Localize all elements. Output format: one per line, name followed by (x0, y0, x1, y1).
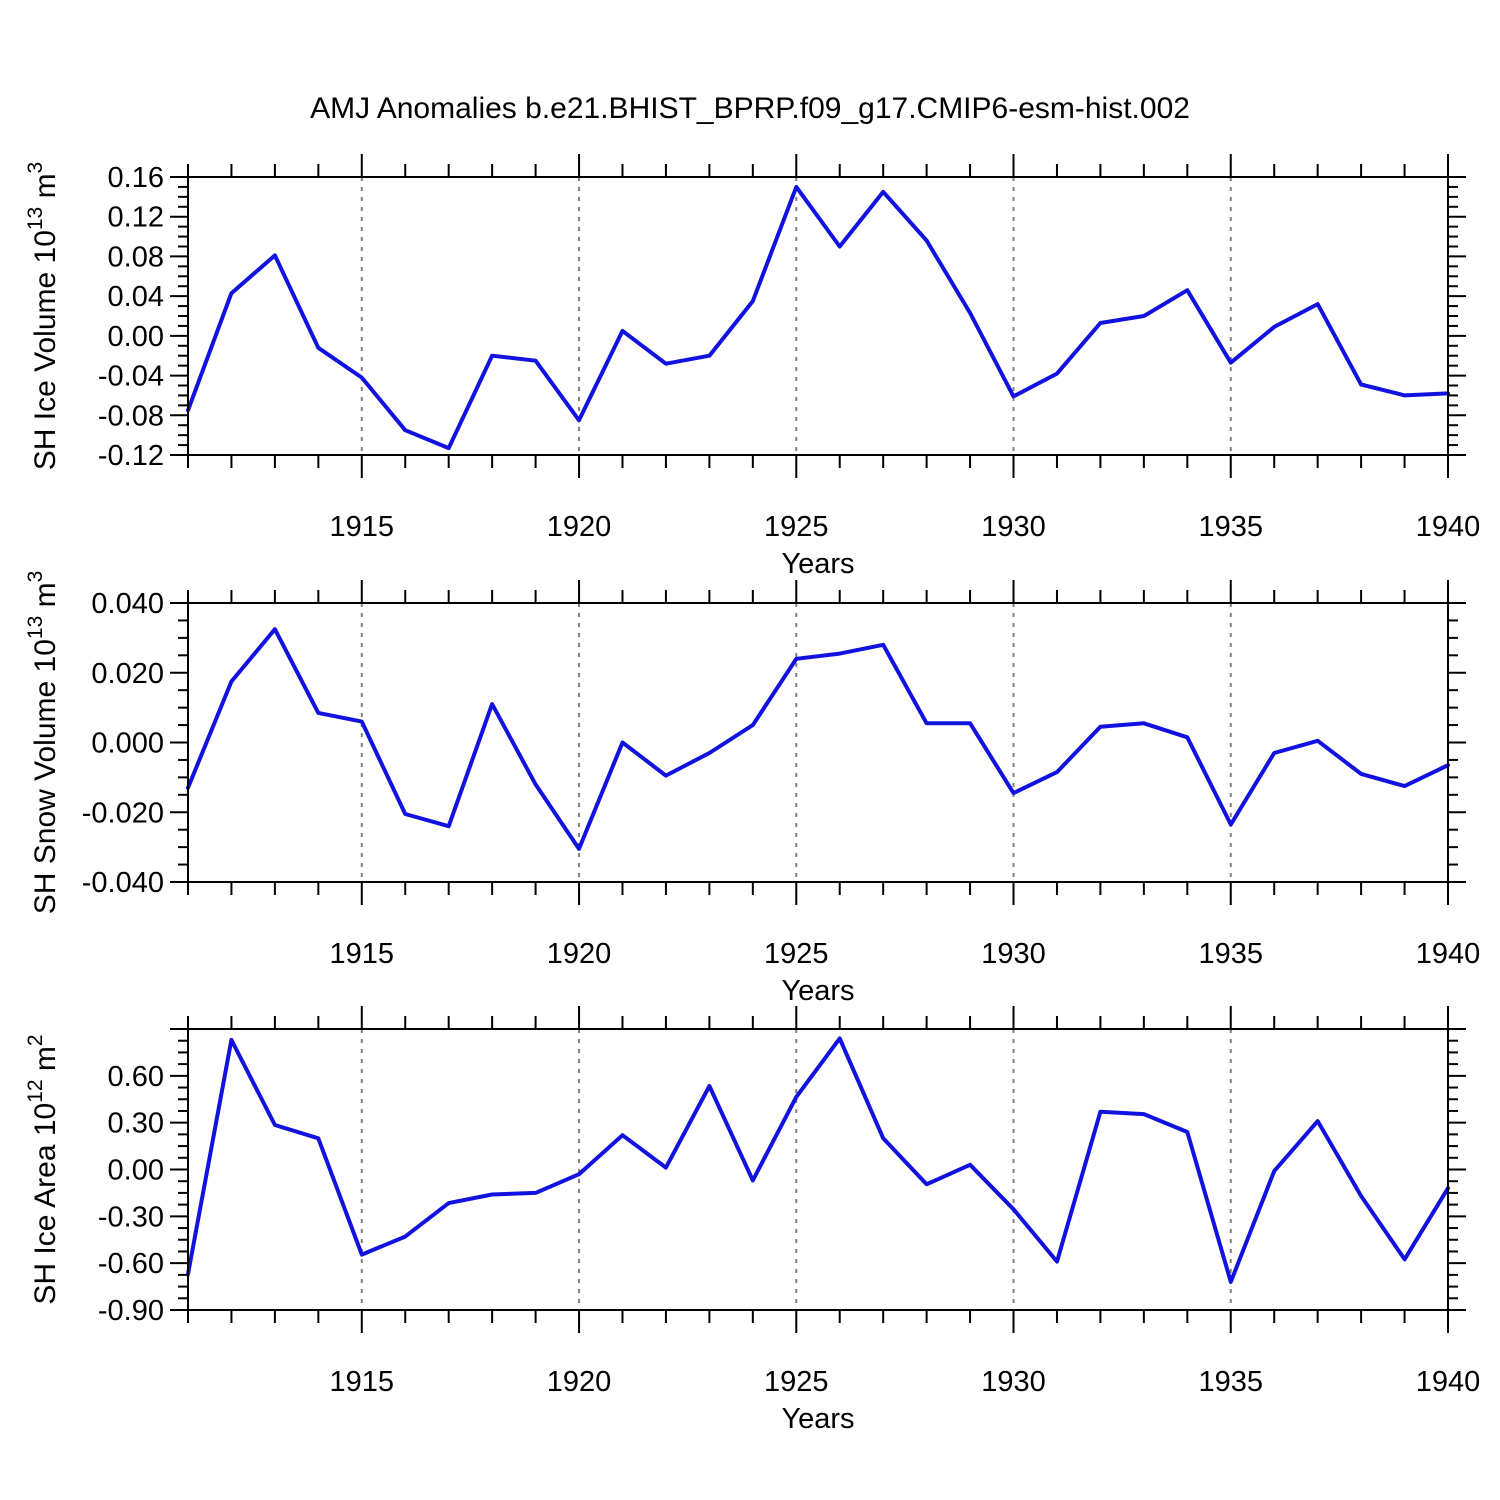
x-tick-label: 1915 (330, 938, 395, 970)
plot-frame (187, 1028, 1449, 1311)
y-tick-label: 0.020 (91, 658, 164, 690)
y-tick-label: 0.08 (108, 241, 164, 273)
y-tick-label: 0.12 (108, 202, 164, 234)
y-tick-label: 0.30 (108, 1108, 164, 1140)
x-tick-label: 1930 (981, 938, 1046, 970)
y-tick-label: -0.30 (98, 1201, 164, 1233)
y-tick-label: -0.90 (98, 1295, 164, 1327)
y-tick-label: -0.08 (98, 400, 164, 432)
x-tick-label: 1935 (1199, 1366, 1264, 1398)
y-axis-title: SH Ice Volume 1013 m3 (24, 162, 62, 471)
x-axis-title: Years (781, 975, 854, 1007)
y-tick-label: 0.60 (108, 1061, 164, 1093)
y-tick-label: 0.00 (108, 321, 164, 353)
x-tick-label: 1920 (547, 938, 612, 970)
x-tick-label: 1930 (981, 511, 1046, 543)
x-tick-label: 1925 (764, 1366, 829, 1398)
x-tick-label: 1925 (764, 511, 829, 543)
x-tick-label: 1935 (1199, 938, 1264, 970)
data-line-sh-ice-volume (186, 184, 1450, 451)
y-tick-label: 0.04 (108, 281, 164, 313)
x-tick-label: 1920 (547, 1366, 612, 1398)
x-axis-title: Years (781, 1403, 854, 1435)
data-line-sh-ice-area (186, 1036, 1450, 1284)
x-tick-label: 1940 (1416, 511, 1481, 543)
panel-sh-snow-volume: 0.040 0.020 0.000 -0.020 -0.040 1915 1920 1925 1… (24, 571, 1480, 1007)
y-tick-label: -0.04 (98, 361, 164, 393)
x-tick-label: 1940 (1416, 1366, 1481, 1398)
y-tick-label: 0.000 (91, 728, 164, 760)
chart-title: AMJ Anomalies b.e21.BHIST_BPRP.f09_g17.C… (310, 92, 1190, 125)
plot-frame (187, 602, 1449, 883)
y-tick-label: 0.00 (108, 1155, 164, 1187)
x-tick-label: 1940 (1416, 938, 1481, 970)
y-tick-label: -0.020 (82, 797, 164, 829)
x-tick-label: 1915 (330, 511, 395, 543)
x-tick-label: 1920 (547, 511, 612, 543)
x-tick-label: 1935 (1199, 511, 1264, 543)
y-tick-label: 0.16 (108, 162, 164, 194)
panel-sh-ice-volume: 0.16 0.12 0.08 0.04 0.00 -0.04 -0.08 -0.12 1915 1… (24, 154, 1480, 580)
x-tick-label: 1930 (981, 1366, 1046, 1398)
y-tick-label: -0.12 (98, 440, 164, 472)
y-axis-title: SH Snow Volume 1013 m3 (24, 571, 62, 915)
x-tick-label: 1915 (330, 1366, 395, 1398)
panel-sh-ice-area: 0.60 0.30 0.00 -0.30 -0.60 -0.90 1915 1920 1925 1… (24, 1006, 1480, 1435)
y-tick-label: -0.60 (98, 1248, 164, 1280)
x-axis-title: Years (781, 548, 854, 580)
data-line-sh-snow-volume (186, 627, 1450, 851)
x-tick-label: 1925 (764, 938, 829, 970)
y-axis-title: SH Ice Area 1012 m2 (24, 1034, 62, 1304)
y-tick-label: 0.040 (91, 588, 164, 620)
y-tick-label: -0.040 (82, 867, 164, 899)
